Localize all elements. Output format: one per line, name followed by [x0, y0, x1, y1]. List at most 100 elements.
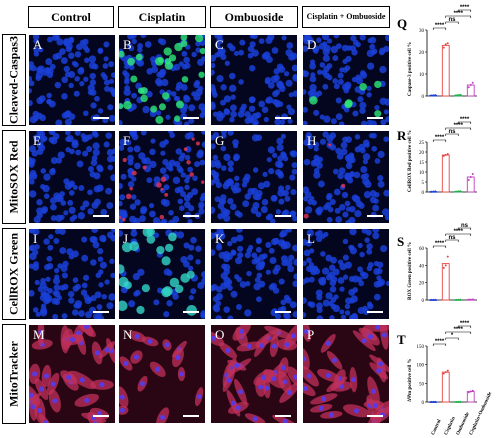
significance-bracket [457, 121, 472, 124]
data-point [469, 390, 472, 393]
y-tick-label: 15 [419, 161, 425, 166]
data-point [471, 81, 474, 84]
scale-bar [183, 117, 199, 119]
column-header-control: Control [28, 6, 114, 28]
y-tick-label: 10 [419, 73, 425, 78]
significance-label: **** [454, 123, 464, 129]
y-tick-label: 50 [419, 382, 425, 387]
data-point [457, 298, 460, 301]
data-point [467, 86, 470, 89]
panel-letter: I [33, 231, 38, 246]
panel-letter: P [307, 327, 315, 342]
significance-label: **** [435, 135, 445, 141]
data-point [434, 400, 437, 403]
scale-bar [183, 215, 199, 217]
micrograph-mitosox-control: E [28, 130, 116, 224]
column-header-cisplatin: Cisplatin [118, 6, 206, 28]
row-label-mitosox: MitoSOX Red [2, 130, 26, 224]
y-tick-label: 30 [419, 29, 425, 34]
data-point [444, 264, 447, 267]
data-point [459, 93, 462, 96]
y-tick-label: 10 [419, 171, 425, 176]
data-point [471, 389, 474, 392]
chart-letter: S [397, 234, 405, 249]
micrograph-mitotracker-cisplatin: N [118, 324, 206, 424]
y-tick-label: 60 [419, 247, 425, 252]
scale-bar [367, 415, 383, 417]
y-tick-label: 0 [422, 401, 425, 406]
data-point [434, 190, 437, 193]
data-point [455, 400, 458, 403]
data-point [430, 400, 433, 403]
row-label-mitotracker: MitoTracker [2, 324, 26, 424]
scale-bar [367, 311, 383, 313]
significance-label: **** [460, 5, 470, 11]
significance-bracket [457, 325, 472, 328]
micrograph-cellrox-cisplatin: J [118, 228, 206, 320]
y-tick-label: 0 [422, 191, 425, 196]
panel-letter: J [123, 231, 129, 246]
significance-bracket [432, 139, 447, 142]
data-point [467, 298, 470, 301]
micrograph-mitotracker-combination: P [302, 324, 390, 424]
data-point [455, 298, 458, 301]
data-point [469, 298, 472, 301]
scale-bar [275, 117, 291, 119]
significance-bracket [445, 337, 459, 340]
panel-letter: K [215, 231, 225, 246]
data-point [430, 298, 433, 301]
significance-label: ns [448, 129, 456, 135]
data-point [459, 190, 462, 193]
micrograph-cellrox-combination: L [302, 228, 390, 320]
scale-bar [93, 215, 109, 217]
data-point [434, 298, 437, 301]
data-point [446, 255, 449, 258]
scale-bar [275, 415, 291, 417]
column-header-ombuoside: Ombuoside [210, 6, 298, 28]
significance-label: **** [460, 321, 470, 327]
column-header-combination: Cisplatin + Ombuoside [302, 6, 390, 28]
panel-letter: M [33, 327, 45, 342]
panel-letter: D [307, 37, 317, 52]
panel-letter: O [215, 327, 225, 342]
significance-bracket [432, 245, 447, 248]
panel-letter: E [33, 133, 41, 148]
micrograph-caspase-combination: D [302, 34, 390, 126]
micrograph-mitosox-cisplatin: F [118, 130, 206, 224]
panel-letter: L [307, 231, 315, 246]
y-tick-label: 20 [419, 51, 425, 56]
significance-bracket [432, 343, 447, 346]
data-point [442, 266, 445, 269]
significance-bracket [457, 9, 472, 12]
scale-bar [93, 415, 109, 417]
micrograph-mitotracker-control: M [28, 324, 116, 424]
data-point [432, 190, 435, 193]
significance-bracket [432, 27, 447, 30]
significance-label: **** [460, 117, 470, 123]
y-tick-label: 0 [422, 95, 425, 100]
significance-label: **** [454, 11, 464, 17]
scale-bar [93, 117, 109, 119]
row-label-caspase: Cleaved-Caspas3 [2, 34, 26, 126]
significance-label: **** [454, 229, 464, 235]
significance-label: ns [461, 223, 469, 229]
significance-bracket [445, 133, 459, 136]
data-point [430, 190, 433, 193]
micrograph-cellrox-control: I [28, 228, 116, 320]
data-point [444, 154, 447, 156]
y-tick-label: 40 [419, 264, 425, 269]
data-point [471, 173, 474, 175]
data-point [434, 94, 437, 97]
data-point [469, 176, 472, 178]
data-point [455, 190, 458, 193]
panel-letter: G [215, 133, 225, 148]
data-point [469, 84, 472, 86]
significance-label: **** [435, 23, 445, 29]
y-tick-label: 25 [419, 141, 425, 146]
micrograph-mitosox-combination: H [302, 130, 390, 224]
y-tick-label: 150 [417, 345, 425, 350]
scale-bar [367, 117, 383, 119]
